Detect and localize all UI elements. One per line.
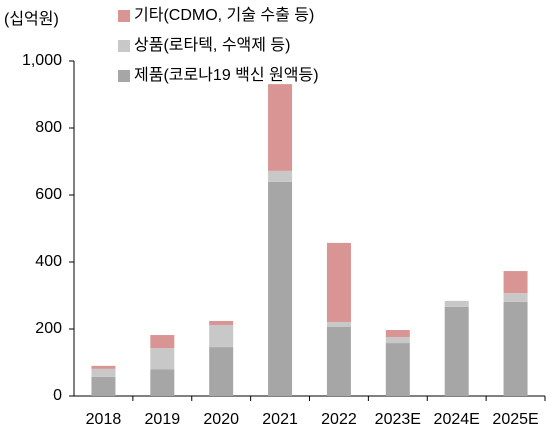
y-tick-label: 1,000 xyxy=(22,52,62,69)
legend-swatch xyxy=(118,70,130,82)
bar-segment xyxy=(326,326,351,396)
legend-swatch xyxy=(118,10,130,22)
bar-segment xyxy=(326,321,351,327)
unit-label: (십억원) xyxy=(4,10,59,28)
x-tick-label: 2020 xyxy=(203,411,239,428)
bar-segment xyxy=(385,343,410,396)
bar-segment xyxy=(385,337,410,344)
y-tick-label: 600 xyxy=(35,186,62,203)
legend-label: 상품(로타텍, 수액제 등) xyxy=(134,36,290,54)
bar-segment xyxy=(268,170,293,182)
bar-segment xyxy=(209,347,234,396)
x-tick-label: 2019 xyxy=(145,411,181,428)
bar-segment xyxy=(503,293,528,302)
bar-segment xyxy=(209,324,234,348)
y-tick-label: 800 xyxy=(35,119,62,136)
bar-segment xyxy=(91,376,116,396)
bar-segment xyxy=(503,271,528,294)
bar-segment xyxy=(503,301,528,396)
x-tick-label: 2025E xyxy=(492,411,538,428)
bar-segment xyxy=(150,369,175,396)
bar-segment xyxy=(444,300,469,307)
bar-segment xyxy=(444,306,469,396)
x-tick-label: 2021 xyxy=(262,411,298,428)
bar-segment xyxy=(150,348,175,370)
x-tick-label: 2024E xyxy=(434,411,480,428)
bar-segment xyxy=(268,84,293,171)
bar-segment xyxy=(91,365,116,369)
bar-segment xyxy=(209,320,234,325)
x-tick-label: 2018 xyxy=(86,411,122,428)
bar-segment xyxy=(91,368,116,377)
x-tick-label: 2023E xyxy=(375,411,421,428)
bar-segment xyxy=(268,181,293,396)
legend-swatch xyxy=(118,40,130,52)
bar-segment xyxy=(385,330,410,338)
y-tick-label: 200 xyxy=(35,320,62,337)
legend-label: 제품(코로나19 백신 원액등) xyxy=(134,66,319,84)
x-tick-label: 2022 xyxy=(321,411,357,428)
bar-segment xyxy=(326,242,351,322)
y-tick-label: 0 xyxy=(53,387,62,404)
legend-label: 기타(CDMO, 기술 수출 등) xyxy=(134,6,314,24)
bar-segment xyxy=(150,335,175,349)
y-tick-label: 400 xyxy=(35,253,62,270)
